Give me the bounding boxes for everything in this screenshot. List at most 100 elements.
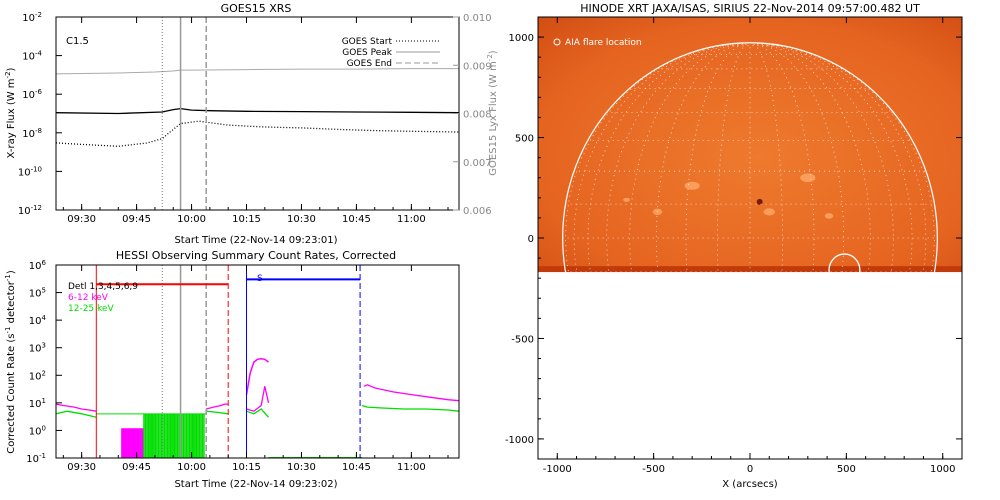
hessi-ytick-label: 103 — [29, 342, 46, 355]
xrt-image — [538, 17, 962, 459]
xrt-active-region — [684, 181, 700, 190]
goes-series-group — [56, 68, 459, 147]
xrt-active-region — [763, 208, 775, 216]
hessi-series-line — [246, 408, 269, 418]
goes-ytick-label: 10-2 — [22, 11, 42, 24]
xrt-xtick-label: -500 — [642, 464, 665, 475]
hessi-xtick-label: 09:45 — [122, 462, 151, 473]
goes-series-line — [56, 120, 459, 147]
flare-marker-icon — [553, 38, 561, 46]
goes-xtick-label: 10:15 — [232, 214, 261, 225]
hessi-plot-frame — [55, 264, 460, 459]
xrt-xtick-label: 1000 — [930, 464, 955, 475]
xrt-image-features — [538, 42, 962, 459]
goes-xlabel: Start Time (22-Nov-14 09:23:01) — [174, 235, 337, 246]
xrt-ytick-label: 1000 — [509, 33, 534, 44]
xrt-ytick-label: 0 — [528, 234, 534, 245]
goes-ylabel-right: GOES15 Lyx Flux (W m-2) — [486, 50, 499, 176]
goes-xtick-label: 09:45 — [122, 214, 151, 225]
goes-xtick-label: 10:00 — [177, 214, 206, 225]
goes-data — [56, 17, 459, 210]
xrt-active-region — [800, 173, 816, 183]
hessi-series-line — [363, 384, 459, 402]
hessi-xtick-label: 10:15 — [232, 462, 261, 473]
xrt-ytick-label: 500 — [515, 134, 534, 145]
goes-ylabel: X-ray Flux (W m-2) — [4, 67, 17, 158]
xrt-ytick-label: -1000 — [505, 435, 534, 446]
hessi-xtick-label: 10:30 — [287, 462, 316, 473]
goes-y2tick-label: 0.009 — [463, 61, 492, 72]
goes-ytick-label: 10-8 — [22, 127, 42, 140]
goes-y2tick-label: 0.008 — [463, 110, 492, 121]
goes-ytick-label: 10-4 — [22, 50, 42, 63]
hessi-ytick-label: 105 — [29, 287, 46, 300]
xrt-lon-line — [573, 42, 751, 434]
goes-xtick-label: 09:30 — [67, 214, 96, 225]
goes-axes: 09:30 09:45 10:00 10:15 10:30 10:45 11:00 10-12… — [18, 11, 492, 225]
goes-ytick-label: 10-12 — [18, 204, 42, 217]
xrt-lon-line — [749, 42, 815, 434]
goes-ytick-label: 10-6 — [22, 88, 42, 101]
hessi-series-line — [56, 410, 97, 418]
xrt-title: HINODE XRT JAXA/ISAS, SIRIUS 22-Nov-2014… — [580, 2, 920, 15]
goes-class-label: C1.5 — [66, 36, 89, 47]
hessi-xtick-label: 11:00 — [397, 462, 426, 473]
hessi-xtick-label: 10:00 — [177, 462, 206, 473]
hessi-series-line — [206, 403, 229, 410]
hessi-series-line — [246, 386, 270, 412]
hessi-xlabel: Start Time (22-Nov-14 09:23:02) — [174, 479, 337, 490]
goes-xtick-label: 10:45 — [342, 214, 371, 225]
xrt-lon-line — [629, 42, 751, 434]
hessi-series-line — [361, 404, 459, 412]
xrt-image-edge — [538, 266, 962, 273]
xrt-xtick-label: 500 — [837, 464, 856, 475]
xrt-annotation: AIA flare location — [565, 38, 642, 48]
legend-goes-peak: GOES Peak — [342, 48, 392, 58]
xrt-active-region — [623, 197, 631, 202]
goes-y2tick-label: 0.010 — [463, 13, 492, 24]
goes-panel: GOES15 XRS 09:30 09:45 10:00 10:15 10:30 10:4… — [4, 2, 499, 246]
xrt-xtick-label: -1000 — [543, 464, 572, 475]
goes-y2tick-label: 0.006 — [463, 206, 492, 217]
xrt-no-data — [538, 272, 962, 459]
hessi-ylabel: Corrected Count Rate (s-1 detector-1) — [4, 270, 17, 454]
legend-detectors: Detl 1,3,4,5,6,9 — [68, 282, 138, 292]
hessi-panel: HESSI Observing Summary Count Rates, Cor… — [4, 249, 460, 490]
xrt-solar-image — [538, 17, 962, 273]
legend-12-25-kev: 12-25 keV — [68, 304, 114, 314]
goes-series-line — [56, 68, 459, 75]
hessi-ytick-label: 100 — [29, 424, 46, 437]
xrt-panel: HINODE XRT JAXA/ISAS, SIRIUS 22-Nov-2014… — [505, 2, 963, 490]
hessi-series-line — [206, 410, 229, 415]
saa-label: S — [257, 274, 263, 284]
goes-legend: GOES Start GOES Peak GOES End — [342, 37, 440, 69]
hessi-ytick-label: 10-1 — [26, 452, 46, 465]
xrt-lon-line — [749, 42, 927, 434]
hessi-ytick-label: 102 — [29, 369, 46, 382]
goes-xtick-label: 11:00 — [397, 214, 426, 225]
legend-goes-start: GOES Start — [342, 37, 393, 47]
hessi-ytick-label: 104 — [29, 314, 47, 327]
hessi-ytick-label: 106 — [29, 259, 47, 272]
hessi-data — [56, 265, 459, 458]
xrt-axes: -1000 -500 0 500 1000 -1000 -500 0 500 1000 — [505, 17, 962, 475]
goes-series-line — [56, 107, 459, 115]
xrt-lon-line — [749, 42, 871, 434]
hessi-xtick-label: 09:30 — [67, 462, 96, 473]
xrt-active-region — [824, 213, 834, 219]
goes-y2tick-label: 0.007 — [463, 158, 492, 169]
hessi-xtick-label: 10:45 — [342, 462, 371, 473]
legend-goes-end: GOES End — [347, 59, 392, 69]
goes-xtick-label: 10:30 — [287, 214, 316, 225]
xrt-xtick-label: 0 — [747, 464, 753, 475]
hessi-series-group — [56, 357, 459, 458]
xrt-ytick-label: -500 — [511, 334, 534, 345]
xrt-xlabel: X (arcsecs) — [722, 479, 778, 490]
hessi-title: HESSI Observing Summary Count Rates, Cor… — [116, 249, 396, 262]
hessi-series-line — [56, 403, 97, 412]
goes-ytick-label: 10-10 — [18, 165, 42, 178]
goes-title: GOES15 XRS — [221, 2, 292, 15]
legend-6-12-kev: 6-12 keV — [68, 293, 109, 303]
hessi-ytick-label: 101 — [29, 397, 46, 410]
